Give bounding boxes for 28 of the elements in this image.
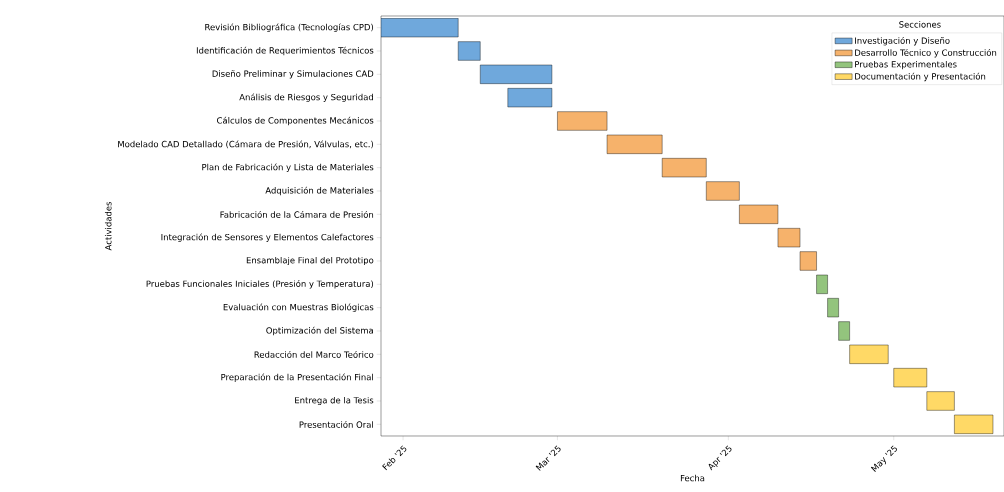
y-tick-label: Ensamblaje Final del Prototipo [246,256,374,266]
y-tick-label: Modelado CAD Detallado (Cámara de Presión, Válvulas, etc.) [118,140,374,149]
x-axis-title: Fecha [680,474,705,482]
x-tick-label: Apr '25 [708,445,732,471]
y-tick-label: Fabricación de la Cámara de Presión [220,210,374,218]
y-tick-label: Integración de Sensores y Elementos Calefactores [161,233,374,242]
y-tick-label: Análisis de Riesgos y Seguridad [239,93,373,102]
y-tick-label: Revisión Bibliográfica (Tecnologías CPD) [205,23,374,32]
x-tick-label: Mar '25 [535,445,561,471]
y-tick-label: Diseño Preliminar y Simulaciones CAD [212,70,374,79]
legend-label: Pruebas Experimentales [855,60,957,70]
y-tick-label: Identificación de Requerimientos Técnicos [196,46,374,56]
y-tick-label: Presentación Oral [299,420,373,428]
y-tick-label: Redacción del Marco Teórico [254,350,374,358]
y-tick-label: Preparación de la Presentación Final [221,373,373,382]
legend-label: Investigación y Diseño [855,36,950,46]
legend-label: Documentación y Presentación [855,72,986,82]
y-tick-label: Entrega de la Tesis [295,396,374,406]
x-tick-label: Feb '25 [382,445,407,471]
y-tick-label: Evaluación con Muestras Biológicas [223,303,374,312]
y-tick-label: Pruebas Funcionales Iniciales (Presión y Temperatura) [146,280,374,289]
legend-title: Secciones [899,21,941,28]
legend-label: Desarrollo Técnico y Construcción [855,48,997,58]
y-tick-label: Plan de Fabricación y Lista de Materiales [202,163,374,172]
y-axis-title: Actividades [104,201,112,251]
y-tick-label: Cálculos de Componentes Mecánicos [217,116,374,126]
y-tick-label: Optimización del Sistema [266,326,373,336]
y-tick-label: Adquisición de Materiales [265,186,374,196]
